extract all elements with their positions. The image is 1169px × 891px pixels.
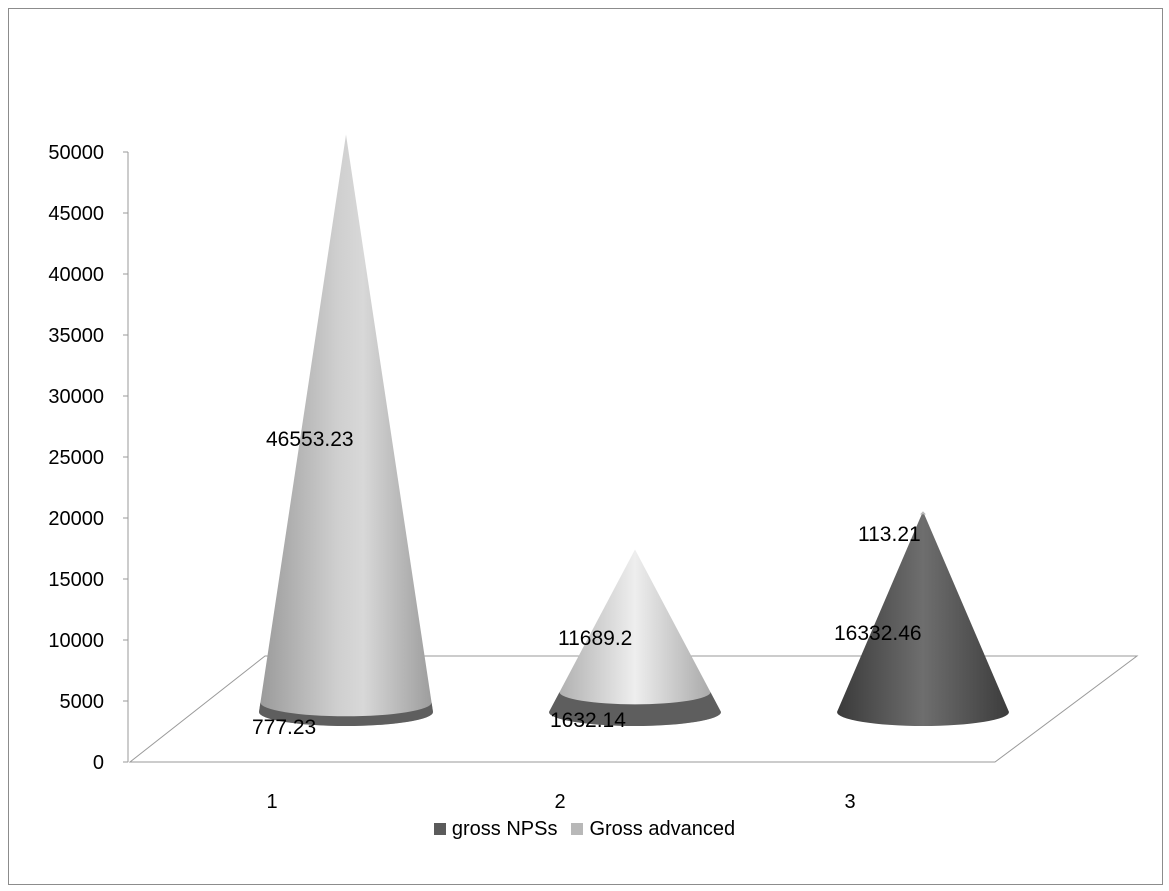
cone-series (259, 134, 1009, 727)
y-tick-label: 0 (93, 752, 104, 774)
y-tick-label: 40000 (48, 264, 104, 286)
data-label: 11689.2 (558, 627, 632, 650)
x-tick-label: 3 (844, 791, 855, 813)
legend-item-gross-advanced: Gross advanced (571, 818, 735, 841)
cone-segment-gross-npss (259, 702, 433, 726)
data-labels: 777.23 46553.23 1632.14 11689.2 16332.46 113.… (252, 428, 922, 739)
cone-2 (549, 549, 721, 726)
y-tick-label: 45000 (48, 203, 104, 225)
y-tick-label: 35000 (48, 325, 104, 347)
floor-plane (128, 655, 1139, 763)
cone-1 (259, 134, 433, 727)
y-tick-label: 5000 (60, 691, 105, 713)
data-label: 113.21 (858, 523, 921, 546)
y-tick-label: 15000 (48, 569, 104, 591)
cone-3 (837, 511, 1009, 726)
legend-swatch-gross-advanced (571, 823, 584, 835)
y-tick-label: 50000 (48, 142, 104, 164)
x-tick-label: 1 (266, 791, 277, 813)
data-label: 46553.23 (266, 428, 354, 451)
y-tick-label: 10000 (48, 630, 104, 652)
cone-segment-gross-advanced (920, 511, 926, 515)
y-tick-label: 30000 (48, 386, 104, 408)
legend-label-gross-npss: gross NPSs (451, 817, 558, 840)
x-tick-label: 2 (554, 791, 565, 813)
data-label: 777.23 (252, 716, 316, 739)
y-tick-label: 20000 (48, 508, 104, 530)
legend: gross NPSs Gross advanced (0, 814, 1169, 844)
legend-label-gross-advanced: Gross advanced (589, 817, 736, 840)
x-axis: 1 2 3 (266, 791, 855, 813)
data-label: 1632.14 (550, 709, 626, 732)
y-tick-label: 25000 (48, 447, 104, 469)
data-label: 16332.46 (834, 622, 922, 645)
legend-swatch-gross-npss (433, 823, 446, 835)
legend-item-gross-npss: gross NPSs (433, 817, 558, 841)
cone-segment-gross-npss (549, 692, 721, 726)
chart-frame (8, 8, 1163, 885)
y-axis: 0 5000 10000 15000 20000 25000 30000 35000 40000… (48, 142, 129, 774)
floor-outline (128, 655, 1139, 763)
